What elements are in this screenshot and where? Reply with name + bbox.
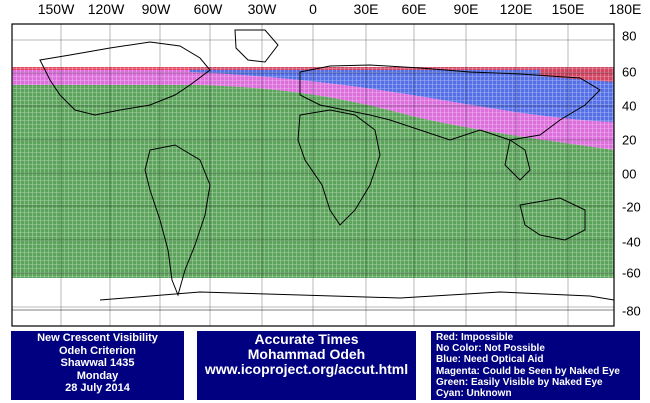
legend-magenta: Magenta: Could be Seen by Naked Eye — [436, 365, 620, 377]
lon-label: 90E — [453, 1, 479, 17]
lon-label: 60E — [401, 1, 427, 17]
lon-label: 90W — [141, 1, 171, 17]
graticule — [12, 24, 614, 326]
lat-label: 60 — [622, 64, 637, 80]
coastlines — [12, 29, 614, 311]
lon-label: 120E — [499, 1, 533, 17]
lon-label: 120W — [87, 1, 125, 17]
month-text: Shawwal 1435 — [60, 357, 135, 370]
lat-label: -20 — [622, 199, 641, 215]
title-text: New Crescent Visibility — [37, 332, 158, 344]
program-name: Accurate Times — [254, 331, 359, 347]
map-frame — [11, 23, 615, 327]
legend-cyan: Cyan: Unknown — [436, 388, 512, 400]
legend-blue: Blue: Need Optical Aid — [436, 354, 544, 366]
criterion-text: Odeh Criterion — [58, 344, 136, 357]
lon-label: 150E — [551, 1, 585, 17]
author-name: Mohammad Odeh — [247, 346, 366, 362]
weekday-text: Monday — [76, 369, 119, 382]
info-panel-middle: Accurate Times Mohammad Odeh www.icoproj… — [197, 331, 416, 400]
date-text: 28 July 2014 — [65, 382, 130, 395]
legend-panel: Red: Impossible No Color: Not Possible B… — [431, 331, 640, 400]
lon-label: 0 — [309, 1, 317, 17]
lon-label: 150W — [37, 1, 75, 17]
lat-label: -80 — [622, 303, 641, 319]
lat-label: 20 — [622, 132, 637, 148]
lat-label: -60 — [622, 265, 641, 281]
lon-label: 30E — [353, 1, 379, 17]
lat-label: 00 — [622, 166, 637, 182]
lat-label: 80 — [622, 28, 637, 44]
info-panel-left: New Crescent Visibility Odeh Criterion S… — [11, 331, 184, 400]
legend-green: Green: Easily Visible by Naked Eye — [436, 376, 603, 388]
lon-label: 180E — [608, 1, 642, 17]
lat-label: 40 — [622, 98, 637, 114]
website-link[interactable]: www.icoproject.org/accut.html — [204, 361, 409, 377]
legend-none: No Color: Not Possible — [436, 343, 545, 355]
lon-label: 30W — [247, 1, 277, 17]
lon-label: 60W — [193, 1, 223, 17]
longitude-axis: 150W 120W 90W 60W 30W 0 30E 60E 90E 120E… — [0, 0, 650, 20]
lat-label: -40 — [622, 234, 641, 250]
legend-red: Red: Impossible — [436, 332, 514, 343]
